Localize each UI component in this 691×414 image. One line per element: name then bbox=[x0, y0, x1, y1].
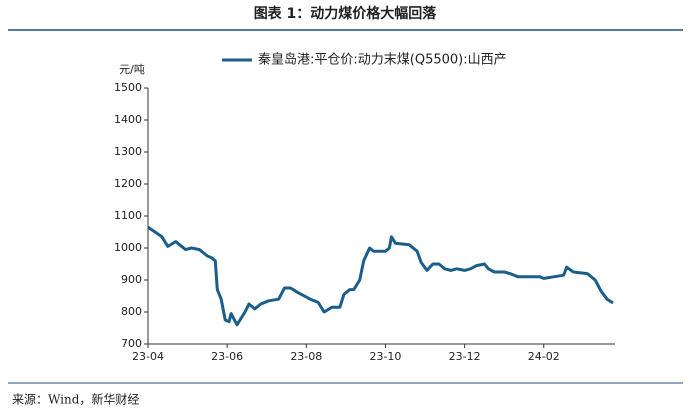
x-tick-label: 23-12 bbox=[449, 350, 481, 363]
y-tick-label: 1400 bbox=[114, 113, 142, 126]
x-tick-label: 24-02 bbox=[528, 350, 560, 363]
x-tick-label: 23-10 bbox=[369, 350, 401, 363]
y-tick-label: 1200 bbox=[114, 177, 142, 190]
chart-title: 图表 1：动力煤价格大幅回落 bbox=[254, 5, 438, 22]
y-axis-label: 元/吨 bbox=[119, 63, 145, 76]
source: 来源：Wind，新华财经 bbox=[12, 392, 139, 407]
y-tick-label: 1300 bbox=[114, 145, 142, 158]
y-tick-label: 900 bbox=[121, 273, 142, 286]
y-tick-label: 1500 bbox=[114, 81, 142, 94]
x-tick-label: 23-04 bbox=[132, 350, 164, 363]
y-tick-label: 1100 bbox=[114, 209, 142, 222]
x-tick-label: 23-08 bbox=[290, 350, 322, 363]
y-tick-label: 1000 bbox=[114, 241, 142, 254]
x-tick-label: 23-06 bbox=[211, 350, 243, 363]
y-tick-label: 700 bbox=[121, 337, 142, 350]
legend-label: 秦皇岛港:平仓价:动力末煤(Q5500):山西产 bbox=[258, 52, 507, 68]
y-tick-label: 800 bbox=[121, 305, 142, 318]
series-line bbox=[147, 225, 614, 327]
